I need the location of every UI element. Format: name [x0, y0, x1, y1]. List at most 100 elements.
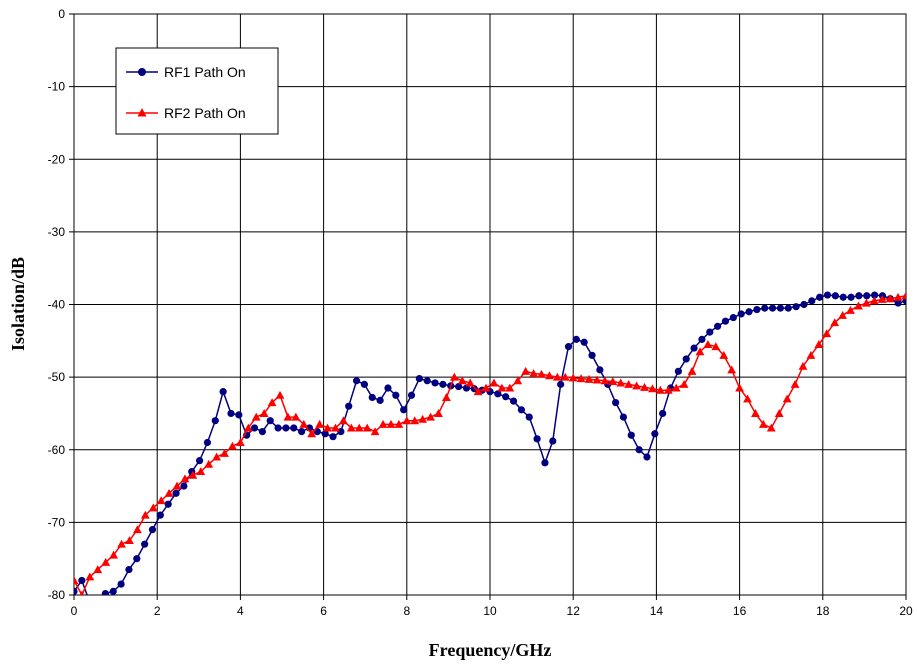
x-tick-label: 2 [154, 604, 161, 618]
data-point-rf2 [212, 452, 222, 461]
data-point-rf1 [761, 304, 769, 312]
data-point-rf2 [576, 374, 586, 383]
data-point-rf2 [220, 448, 229, 457]
x-tick-label: 18 [816, 604, 830, 618]
data-point-rf2 [687, 366, 697, 375]
data-point-rf2 [188, 470, 198, 479]
data-point-rf2 [743, 394, 752, 403]
data-point-rf2 [85, 572, 95, 581]
data-point-rf2 [457, 376, 467, 385]
data-point-rf1 [533, 435, 541, 443]
data-point-rf2 [449, 372, 459, 381]
x-tick-label: 10 [483, 604, 497, 618]
data-point-rf2 [101, 557, 111, 566]
data-point-rf1 [502, 393, 510, 401]
data-point-rf2 [386, 419, 396, 428]
data-point-rf2 [822, 329, 832, 338]
data-point-rf1 [831, 292, 839, 300]
data-point-rf2 [830, 318, 840, 327]
data-point-rf2 [758, 419, 768, 428]
data-point-rf2 [164, 488, 174, 497]
data-point-rf1 [407, 391, 416, 399]
data-point-rf2 [331, 423, 340, 432]
data-point-rf1 [321, 430, 329, 438]
data-point-rf2 [505, 383, 515, 392]
data-point-rf1 [156, 511, 164, 519]
data-point-rf1 [792, 303, 800, 311]
data-point-rf1 [86, 599, 93, 606]
data-point-rf1 [431, 379, 439, 387]
data-point-rf1 [682, 355, 690, 363]
data-point-rf2 [537, 369, 546, 378]
data-point-rf2 [307, 429, 317, 438]
x-tick-label: 16 [733, 604, 747, 618]
data-point-rf2 [624, 379, 634, 388]
x-tick-label: 0 [71, 604, 78, 618]
data-point-rf1 [117, 580, 125, 588]
data-point-rf1 [352, 377, 361, 385]
data-point-rf2 [846, 305, 855, 314]
data-point-rf2 [695, 347, 705, 356]
data-point-rf1 [219, 388, 227, 396]
data-point-rf2 [679, 379, 689, 388]
data-point-rf1 [698, 335, 706, 343]
data-point-rf1 [611, 398, 620, 407]
data-point-rf2 [148, 503, 158, 512]
data-point-rf1 [839, 293, 847, 301]
data-point-rf2 [798, 361, 808, 370]
x-tick-label: 8 [403, 604, 410, 618]
data-point-rf2 [901, 291, 906, 300]
data-point-rf1 [172, 489, 180, 497]
x-axis-title: Frequency/GHz [429, 640, 552, 660]
data-point-rf1 [768, 304, 777, 312]
data-point-rf2 [869, 296, 879, 305]
data-point-rf2 [751, 409, 760, 417]
series-rf1 [74, 291, 906, 606]
data-point-rf2 [315, 419, 325, 428]
y-tick-label: -80 [48, 588, 66, 602]
legend-rf2-marker [137, 108, 147, 117]
data-point-rf2 [782, 394, 792, 403]
data-point-rf2 [521, 366, 531, 375]
data-point-rf1 [298, 427, 306, 436]
data-point-rf1 [258, 427, 266, 436]
data-point-rf2 [473, 387, 483, 396]
data-point-rf2 [790, 379, 800, 388]
data-point-rf1 [517, 406, 525, 414]
data-point-rf1 [635, 446, 643, 454]
data-point-rf1 [423, 377, 431, 385]
data-point-rf2 [465, 378, 475, 387]
data-point-rf2 [529, 369, 538, 378]
data-point-rf1 [863, 292, 871, 300]
x-tick-label: 20 [899, 604, 913, 618]
data-point-rf1 [400, 406, 408, 414]
data-point-rf1 [596, 366, 604, 374]
data-point-rf1 [737, 310, 745, 318]
x-tick-label: 14 [650, 604, 664, 618]
data-point-rf2 [410, 416, 420, 425]
data-point-rf1 [141, 540, 149, 548]
data-point-rf1 [101, 589, 109, 595]
data-point-rf2 [735, 383, 744, 392]
data-point-rf2 [267, 398, 277, 407]
data-point-rf2 [774, 409, 784, 417]
data-point-rf2 [854, 301, 863, 310]
data-point-rf2 [74, 576, 79, 584]
data-point-rf2 [727, 365, 737, 374]
data-point-rf2 [711, 342, 721, 351]
data-point-rf1 [549, 437, 557, 445]
data-point-rf1 [345, 402, 353, 410]
y-tick-label: -20 [48, 152, 66, 166]
data-point-rf2 [370, 427, 380, 436]
data-point-rf1 [148, 526, 157, 534]
data-point-rf2 [513, 376, 523, 385]
data-point-rf1 [494, 390, 502, 398]
grid-lines [69, 13, 907, 600]
data-point-rf2 [560, 372, 570, 381]
data-point-rf1 [415, 374, 423, 383]
data-point-rf2 [703, 340, 713, 348]
x-tick-labels: 0 2 4 6 8 10 12 14 16 18 20 [71, 604, 913, 618]
y-tick-label: -10 [48, 80, 66, 94]
data-point-rf1 [690, 344, 698, 352]
